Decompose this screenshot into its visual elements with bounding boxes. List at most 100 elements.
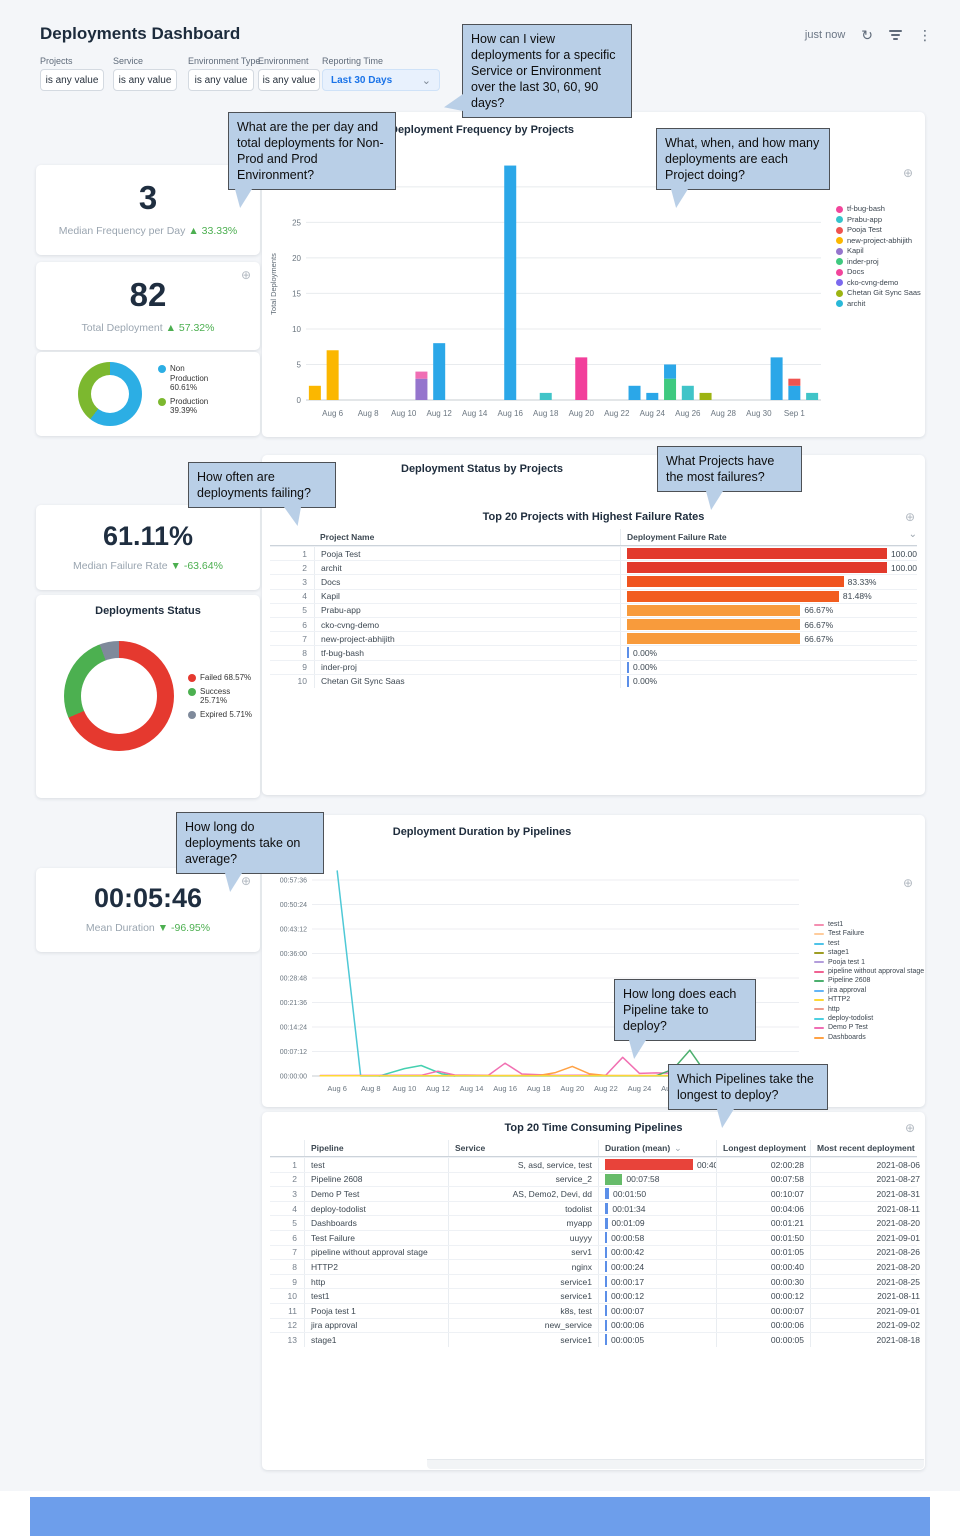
table-row[interactable]: 5 Prabu-app 66.67% <box>270 602 917 617</box>
table-row[interactable]: 6 cko-cvng-demo 66.67% <box>270 616 917 632</box>
bar-segment[interactable] <box>806 392 819 400</box>
table-row[interactable]: 12 jira approval new_service 00:00:06 00:00:… <box>270 1317 920 1333</box>
refresh-icon[interactable]: ↻ <box>861 27 873 43</box>
table-row[interactable]: 7 new-project-abhijith 66.67% <box>270 631 917 646</box>
table-row[interactable]: 9 http service1 00:00:17 00:00:30 2021-08-25 <box>270 1273 920 1289</box>
legend-item[interactable]: deploy-todolist <box>814 1014 924 1023</box>
duration-bar[interactable] <box>605 1246 607 1258</box>
bar-segment[interactable] <box>433 343 446 400</box>
legend-item[interactable]: Pooja Test <box>836 225 921 236</box>
table-row[interactable]: 7 pipeline without approval stage serv1 00:… <box>270 1244 920 1260</box>
legend-item[interactable]: test <box>814 939 924 948</box>
failure-rate-bar[interactable] <box>627 562 887 574</box>
legend-item[interactable]: pipeline without approval stage <box>814 967 924 976</box>
table-row[interactable]: 8 HTTP2 nginx 00:00:24 00:00:40 2021-08-20 <box>270 1259 920 1274</box>
table-row[interactable]: 13 stage1 service1 00:00:05 00:00:05 2021-08-… <box>270 1332 920 1347</box>
horizontal-scrollbar[interactable] <box>427 1459 924 1469</box>
duration-bar[interactable] <box>605 1232 608 1244</box>
sort-chevron-icon[interactable]: ⌄ <box>674 1142 682 1153</box>
filter-service[interactable]: is any value <box>113 69 177 91</box>
legend-item[interactable]: HTTP2 <box>814 995 924 1004</box>
duration-bar[interactable] <box>605 1203 609 1215</box>
filter-environment[interactable]: is any value <box>258 69 320 91</box>
filter-environment-type[interactable]: is any value <box>188 69 254 91</box>
duration-bar[interactable] <box>605 1334 607 1346</box>
bar-segment[interactable] <box>788 378 801 386</box>
failure-rate-bar[interactable] <box>627 647 629 659</box>
table-row[interactable]: 5 Dashboards myapp 00:01:09 00:01:21 2021-08-… <box>270 1215 920 1230</box>
line-series[interactable] <box>378 1064 456 1077</box>
status-donut-chart[interactable] <box>64 641 174 751</box>
line-series[interactable] <box>336 870 792 1077</box>
legend-item[interactable]: jira approval <box>814 986 924 995</box>
table-row[interactable]: 3 Docs 83.33% <box>270 574 917 589</box>
environment-donut-chart[interactable] <box>78 362 142 426</box>
legend-item[interactable]: new-project-abhijith <box>836 236 921 247</box>
legend-item[interactable]: Success 25.71% <box>188 687 254 706</box>
legend-item[interactable]: Docs <box>836 267 921 278</box>
failure-rate-bar[interactable] <box>627 633 801 645</box>
table-row[interactable]: 3 Demo P Test AS, Demo2, Devi, dd 00:01:50 0… <box>270 1186 920 1201</box>
legend-item[interactable]: Pipeline 2608 <box>814 976 924 985</box>
globe-icon[interactable]: ⊕ <box>904 510 915 524</box>
duration-bar[interactable] <box>605 1217 608 1229</box>
legend-item[interactable]: test1 <box>814 920 924 929</box>
table-row[interactable]: 4 deploy-todolist todolist 00:01:34 00:04:06… <box>270 1200 920 1216</box>
table-row[interactable]: 8 tf-bug-bash 0.00% <box>270 645 917 660</box>
kebab-menu-icon[interactable]: ⋮ <box>918 27 932 43</box>
legend-item[interactable]: Non Production 60.61% <box>158 364 224 393</box>
duration-bar[interactable] <box>605 1261 607 1273</box>
legend-item[interactable]: Chetan Git Sync Saas <box>836 288 921 299</box>
failure-rate-bar[interactable] <box>627 661 629 673</box>
bar-segment[interactable] <box>575 357 588 400</box>
legend-item[interactable]: Production 39.39% <box>158 397 224 416</box>
duration-bar[interactable] <box>605 1159 693 1171</box>
failure-rate-bar[interactable] <box>627 590 839 602</box>
bar-segment[interactable] <box>628 385 641 400</box>
bar-segment[interactable] <box>415 371 428 379</box>
bar-segment[interactable] <box>681 385 694 400</box>
table-row[interactable]: 1 Pooja Test 100.00% <box>270 546 917 561</box>
globe-icon[interactable]: ⊕ <box>904 1121 915 1135</box>
sort-chevron-icon[interactable]: ⌄ <box>908 529 917 540</box>
bar-segment[interactable] <box>646 392 659 400</box>
duration-bar[interactable] <box>605 1290 607 1302</box>
table-row[interactable]: 2 archit 100.00% <box>270 560 917 575</box>
legend-item[interactable]: archit <box>836 299 921 310</box>
bar-segment[interactable] <box>415 378 428 400</box>
legend-item[interactable]: Prabu-app <box>836 215 921 226</box>
bar-segment[interactable] <box>699 392 712 400</box>
table-row[interactable]: 10 test1 service1 00:00:12 00:00:12 2021-08-1… <box>270 1288 920 1303</box>
failure-rate-bar[interactable] <box>627 576 844 588</box>
legend-item[interactable]: Test Failure <box>814 929 924 938</box>
legend-item[interactable]: stage1 <box>814 948 924 957</box>
bar-segment[interactable] <box>504 165 517 400</box>
table-row[interactable]: 9 inder-proj 0.00% <box>270 659 917 674</box>
table-row[interactable]: 11 Pooja test 1 k8s, test 00:00:07 00:00:07 2… <box>270 1302 920 1318</box>
legend-item[interactable]: tf-bug-bash <box>836 204 921 215</box>
legend-item[interactable]: Kapil <box>836 246 921 257</box>
filter-projects[interactable]: is any value <box>40 69 104 91</box>
legend-item[interactable]: Expired 5.71% <box>188 710 254 720</box>
bar-segment[interactable] <box>664 364 677 379</box>
legend-item[interactable]: Failed 68.57% <box>188 673 254 683</box>
failure-rate-bar[interactable] <box>627 619 801 631</box>
bar-segment[interactable] <box>770 357 783 400</box>
duration-bar[interactable] <box>605 1173 623 1185</box>
bar-segment[interactable] <box>326 350 339 400</box>
filter-reporting-time[interactable]: Last 30 Days ⌄ <box>322 69 440 91</box>
legend-item[interactable]: cko-cvng-demo <box>836 278 921 289</box>
table-row[interactable]: 2 Pipeline 2608 service_2 00:07:58 00:07:58 2… <box>270 1171 920 1187</box>
legend-item[interactable]: Dashboards <box>814 1033 924 1042</box>
failure-rate-bar[interactable] <box>627 548 887 560</box>
failure-rate-bar[interactable] <box>627 675 629 687</box>
failure-rate-bar[interactable] <box>627 604 801 616</box>
legend-item[interactable]: Demo P Test <box>814 1023 924 1032</box>
bar-segment[interactable] <box>539 392 552 400</box>
bar-segment[interactable] <box>664 378 677 400</box>
legend-item[interactable]: http <box>814 1005 924 1014</box>
globe-icon[interactable]: ⊕ <box>902 166 913 180</box>
table-row[interactable]: 6 Test Failure uuyyy 00:00:58 00:01:50 2021-0… <box>270 1229 920 1245</box>
